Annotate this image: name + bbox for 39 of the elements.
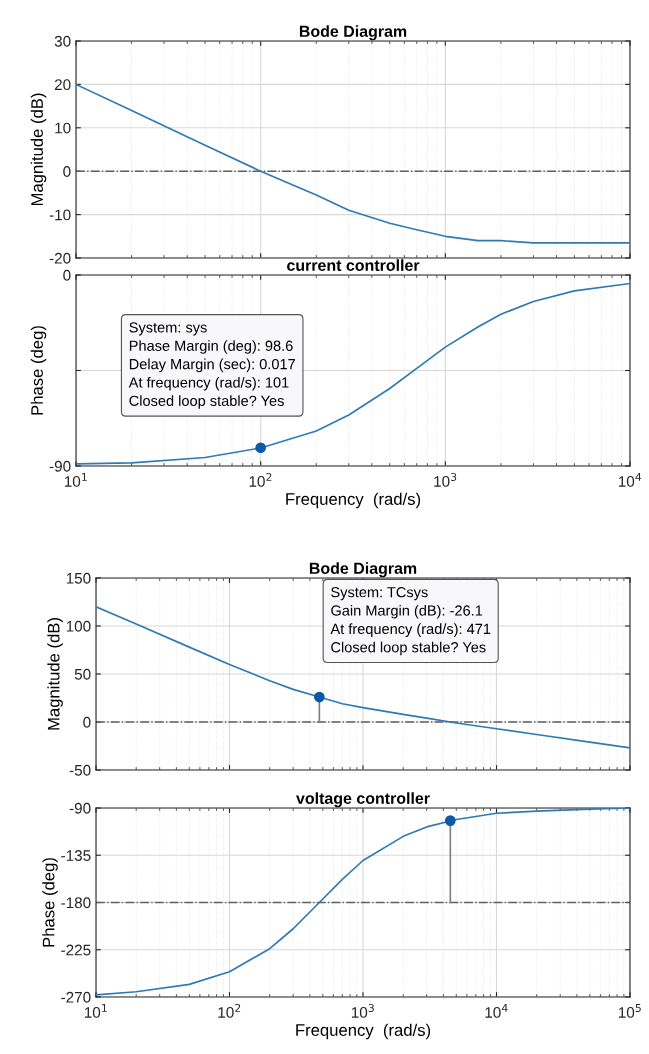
y-tick-label: 20 [54, 79, 71, 91]
chart-title: Bode Diagram [299, 25, 407, 41]
x-tick-label: 10$^{4}$ [485, 1004, 508, 1018]
y-tick-label: -180 [61, 897, 91, 909]
chart-title: current controller [287, 259, 420, 271]
y-tick-label: 0 [63, 166, 71, 177]
y-tick-label: -90 [49, 460, 71, 472]
y-tick-label: 150 [66, 572, 91, 584]
x-tick-label: 10$^{2}$ [249, 472, 272, 487]
x-tick-label: 10$^{3}$ [351, 1003, 374, 1018]
x-tick-label: 10$^{4}$ [618, 473, 642, 487]
y-tick-label: 0 [63, 269, 71, 281]
x-tick-label: 10$^{2}$ [218, 1003, 241, 1018]
y-axis-title: Magnitude (dB) [47, 618, 63, 730]
chart-title: voltage controller [296, 792, 430, 808]
y-tick-label: -270 [61, 991, 91, 1003]
y-axis-title: Phase (deg) [30, 326, 47, 415]
x-tick-label: 10$^{1}$ [84, 1004, 107, 1018]
x-tick-label: 10$^{1}$ [64, 473, 87, 487]
y-tick-label: -225 [61, 944, 91, 956]
y-tick-label: 30 [54, 35, 71, 47]
y-axis-title: Magnitude (dB) [30, 93, 47, 206]
y-axis-title: Phase (deg) [42, 858, 58, 947]
x-tick-label: 10$^{3}$ [434, 472, 457, 487]
y-tick-label: -135 [61, 850, 91, 861]
x-tick-label: 10$^{5}$ [618, 1004, 641, 1018]
chart-title: Bode Diagram [309, 562, 417, 578]
annotation: System: TCsys Gain Margin (dB): -26.1 At frequency (rad/s): 471 Closed loop stable? Yes [330, 587, 491, 656]
annotation: System: sys Phase Margin (deg): 98.6 Delay Margin (sec): 0.017 At frequency (rad/s): 101 Closed loop stable? Yes [128, 322, 295, 409]
y-tick-label: -10 [49, 209, 71, 221]
x-axis-title: Frequency (rad/s) [286, 492, 421, 509]
y-tick-label: -50 [69, 764, 91, 776]
y-tick-label: 0 [83, 716, 91, 728]
y-tick-label: -20 [49, 252, 71, 264]
y-tick-label: 50 [74, 668, 91, 680]
x-axis-title: Frequency (rad/s) [296, 1023, 431, 1040]
y-tick-label: 100 [66, 620, 91, 632]
y-tick-label: -90 [69, 802, 91, 814]
y-tick-label: 10 [55, 122, 71, 134]
